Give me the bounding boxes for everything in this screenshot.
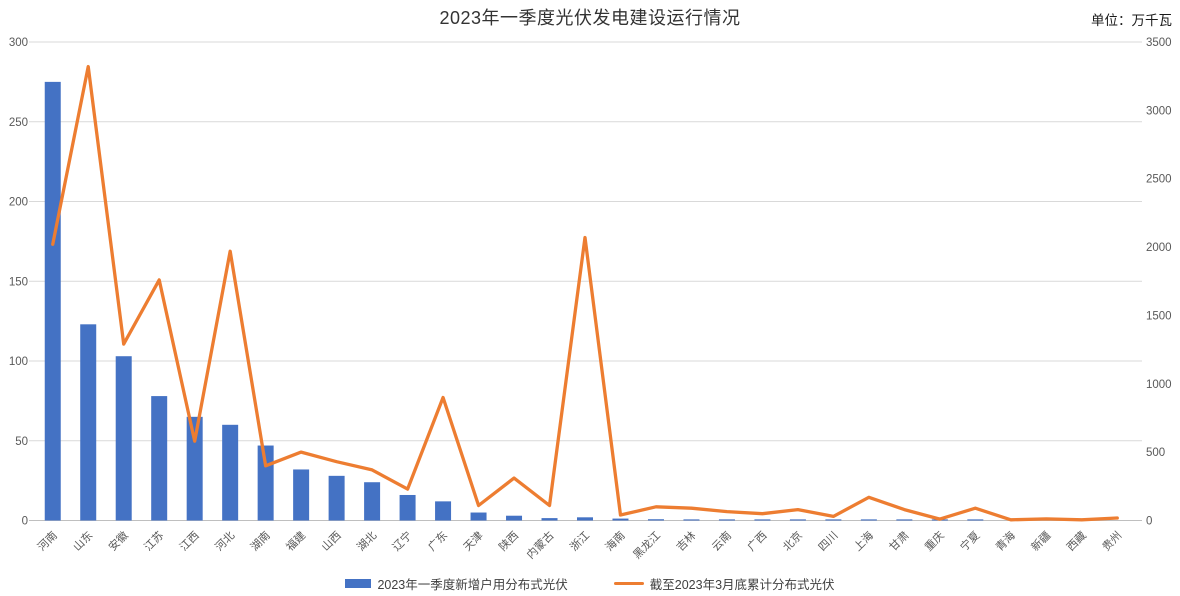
x-axis-label: 广西 xyxy=(745,529,770,554)
cumulative-line xyxy=(51,64,1119,522)
bar xyxy=(364,482,381,521)
bar xyxy=(683,519,700,521)
right-axis-tick-label: 1000 xyxy=(1146,379,1172,391)
bar xyxy=(399,494,416,521)
bar xyxy=(896,519,913,521)
x-axis-label: 甘肃 xyxy=(887,529,912,554)
chart-title: 2023年一季度光伏发电建设运行情况 xyxy=(439,8,741,28)
bar xyxy=(435,501,452,521)
x-axis-label: 云南 xyxy=(709,529,734,554)
x-axis-label: 黑龙江 xyxy=(631,529,664,562)
x-axis-label: 辽宁 xyxy=(389,528,414,553)
right-axis-tick-label: 2500 xyxy=(1146,174,1172,186)
x-axis-label: 海南 xyxy=(602,528,627,553)
line-series-label: 截至2023年3月底累计分布式光伏 xyxy=(649,578,835,592)
bar xyxy=(647,519,664,521)
bar xyxy=(44,81,61,521)
x-axis-label: 广东 xyxy=(425,529,450,554)
x-axis-label: 上海 xyxy=(851,528,876,553)
bar xyxy=(577,517,593,521)
x-axis-label: 江西 xyxy=(177,529,202,554)
left-axis-tick-label: 300 xyxy=(9,37,28,49)
bar xyxy=(470,512,487,521)
chart-legend: 2023年一季度新增户用分布式光伏 截至2023年3月底累计分布式光伏 xyxy=(0,574,1180,593)
bar xyxy=(718,519,735,521)
x-axis-label: 福建 xyxy=(283,528,308,553)
bar xyxy=(825,519,842,521)
right-axis-tick-label: 1500 xyxy=(1146,310,1172,322)
bar xyxy=(967,519,984,521)
x-axis-label: 安徽 xyxy=(105,528,130,553)
x-axis-label: 湖北 xyxy=(354,529,379,554)
bar xyxy=(789,519,806,521)
left-axis-tick-label: 0 xyxy=(22,516,28,528)
x-axis-label: 陕西 xyxy=(496,528,521,553)
x-axis-label: 河南 xyxy=(35,529,60,554)
x-axis-label: 新疆 xyxy=(1028,528,1053,553)
unit-label: 单位：万千瓦 xyxy=(1091,13,1172,28)
right-axis-tick-label: 3500 xyxy=(1146,37,1172,49)
bar xyxy=(541,518,558,521)
x-axis-label: 浙江 xyxy=(567,529,592,554)
bar xyxy=(754,519,771,521)
bar xyxy=(612,518,629,521)
x-axis-label: 山东 xyxy=(71,529,96,554)
x-axis-label: 宁夏 xyxy=(957,528,982,553)
line-series-swatch xyxy=(613,581,644,586)
x-axis-label: 四川 xyxy=(816,530,840,554)
bar xyxy=(506,515,523,521)
left-axis-tick-label: 200 xyxy=(9,197,28,209)
x-axis-label: 北京 xyxy=(780,528,805,553)
bar xyxy=(80,324,97,521)
x-axis-label: 贵州 xyxy=(1100,529,1125,554)
x-axis-label: 山西 xyxy=(319,529,344,554)
bar xyxy=(328,475,345,521)
x-axis-label: 吉林 xyxy=(673,528,698,553)
right-axis-tick-label: 500 xyxy=(1146,447,1165,459)
right-axis-tick-label: 2000 xyxy=(1146,242,1172,254)
bar xyxy=(222,424,239,521)
bar-series-swatch xyxy=(345,579,372,588)
legend-item-bar-series: 2023年一季度新增户用分布式光伏 xyxy=(345,574,568,593)
right-axis-tick-label: 0 xyxy=(1146,516,1152,528)
bar xyxy=(293,469,310,521)
left-axis-tick-label: 150 xyxy=(9,276,28,288)
legend-item-line-series: 截至2023年3月底累计分布式光伏 xyxy=(613,574,835,593)
x-axis-label: 江苏 xyxy=(142,529,167,554)
x-axis-label: 青海 xyxy=(992,528,1017,553)
x-axis-label: 湖南 xyxy=(248,529,273,554)
left-axis-tick-label: 100 xyxy=(9,356,28,368)
x-axis-label: 天津 xyxy=(461,529,486,554)
bar xyxy=(860,519,877,521)
x-axis-label: 西藏 xyxy=(1064,529,1089,554)
bar-series-label: 2023年一季度新增户用分布式光伏 xyxy=(377,578,568,592)
left-axis-tick-label: 250 xyxy=(9,117,28,129)
x-axis-label: 河北 xyxy=(213,529,238,554)
bar xyxy=(151,396,168,521)
x-axis-label: 内蒙古 xyxy=(523,528,556,561)
right-axis-tick-label: 3000 xyxy=(1146,105,1172,117)
bar xyxy=(115,356,132,521)
left-axis-tick-label: 50 xyxy=(15,436,28,448)
bar xyxy=(186,416,203,521)
x-axis-label: 重庆 xyxy=(922,528,947,553)
